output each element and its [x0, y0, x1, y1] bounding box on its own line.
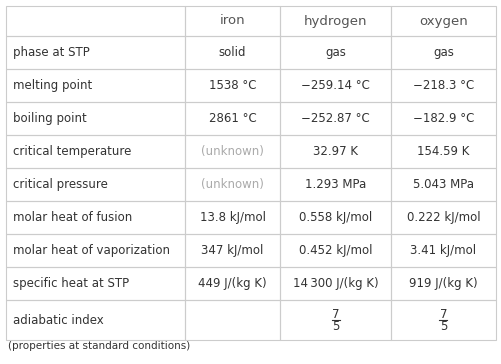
Bar	[390, 69, 495, 102]
Text: −182.9 °C: −182.9 °C	[412, 112, 473, 125]
Text: gas: gas	[325, 46, 345, 59]
Text: critical pressure: critical pressure	[13, 178, 108, 191]
Text: 7: 7	[331, 308, 339, 320]
Text: 449 J/(kg K): 449 J/(kg K)	[198, 277, 267, 290]
Bar	[280, 300, 390, 340]
Text: molar heat of fusion: molar heat of fusion	[13, 211, 132, 224]
Text: −218.3 °C: −218.3 °C	[412, 79, 473, 92]
Bar	[280, 102, 390, 135]
Text: phase at STP: phase at STP	[13, 46, 90, 59]
Bar	[184, 102, 280, 135]
Text: adiabatic index: adiabatic index	[13, 313, 104, 327]
Bar	[184, 6, 280, 36]
Text: (unknown): (unknown)	[201, 178, 264, 191]
Text: hydrogen: hydrogen	[303, 15, 367, 28]
Bar	[390, 201, 495, 234]
Text: boiling point: boiling point	[13, 112, 87, 125]
Bar	[280, 267, 390, 300]
Bar	[184, 300, 280, 340]
Text: 14 300 J/(kg K): 14 300 J/(kg K)	[292, 277, 378, 290]
Text: 347 kJ/mol: 347 kJ/mol	[201, 244, 264, 257]
Text: iron: iron	[219, 15, 245, 28]
Text: 5: 5	[331, 320, 339, 332]
Bar	[390, 102, 495, 135]
Text: 1.293 MPa: 1.293 MPa	[304, 178, 365, 191]
Text: (unknown): (unknown)	[201, 145, 264, 158]
Text: −259.14 °C: −259.14 °C	[301, 79, 369, 92]
Bar	[184, 135, 280, 168]
Bar	[390, 300, 495, 340]
Bar	[280, 234, 390, 267]
Bar	[6, 6, 184, 36]
Text: 0.452 kJ/mol: 0.452 kJ/mol	[298, 244, 372, 257]
Bar	[6, 69, 184, 102]
Text: specific heat at STP: specific heat at STP	[13, 277, 129, 290]
Bar	[184, 201, 280, 234]
Bar	[184, 267, 280, 300]
Text: (properties at standard conditions): (properties at standard conditions)	[8, 341, 190, 351]
Bar	[280, 6, 390, 36]
Text: 2861 °C: 2861 °C	[208, 112, 256, 125]
Text: 0.222 kJ/mol: 0.222 kJ/mol	[406, 211, 479, 224]
Bar	[184, 69, 280, 102]
Bar	[390, 6, 495, 36]
Text: 5: 5	[439, 320, 446, 332]
Text: critical temperature: critical temperature	[13, 145, 131, 158]
Text: oxygen: oxygen	[418, 15, 467, 28]
Bar	[6, 234, 184, 267]
Bar	[280, 36, 390, 69]
Bar	[184, 36, 280, 69]
Text: 1538 °C: 1538 °C	[208, 79, 256, 92]
Text: 7: 7	[439, 308, 446, 320]
Bar	[6, 201, 184, 234]
Bar	[6, 135, 184, 168]
Bar	[390, 267, 495, 300]
Bar	[280, 168, 390, 201]
Text: 154.59 K: 154.59 K	[416, 145, 468, 158]
Bar	[390, 234, 495, 267]
Bar	[280, 135, 390, 168]
Text: 13.8 kJ/mol: 13.8 kJ/mol	[199, 211, 265, 224]
Text: 0.558 kJ/mol: 0.558 kJ/mol	[298, 211, 371, 224]
Text: 919 J/(kg K): 919 J/(kg K)	[408, 277, 476, 290]
Bar	[6, 36, 184, 69]
Text: molar heat of vaporization: molar heat of vaporization	[13, 244, 170, 257]
Text: −252.87 °C: −252.87 °C	[301, 112, 369, 125]
Text: gas: gas	[432, 46, 453, 59]
Text: 5.043 MPa: 5.043 MPa	[412, 178, 473, 191]
Bar	[390, 36, 495, 69]
Bar	[6, 267, 184, 300]
Text: 32.97 K: 32.97 K	[313, 145, 357, 158]
Bar	[390, 135, 495, 168]
Text: 3.41 kJ/mol: 3.41 kJ/mol	[409, 244, 475, 257]
Text: solid: solid	[218, 46, 246, 59]
Bar	[6, 300, 184, 340]
Text: melting point: melting point	[13, 79, 92, 92]
Bar	[6, 102, 184, 135]
Bar	[184, 168, 280, 201]
Bar	[280, 201, 390, 234]
Bar	[280, 69, 390, 102]
Bar	[390, 168, 495, 201]
Bar	[184, 234, 280, 267]
Bar	[6, 168, 184, 201]
